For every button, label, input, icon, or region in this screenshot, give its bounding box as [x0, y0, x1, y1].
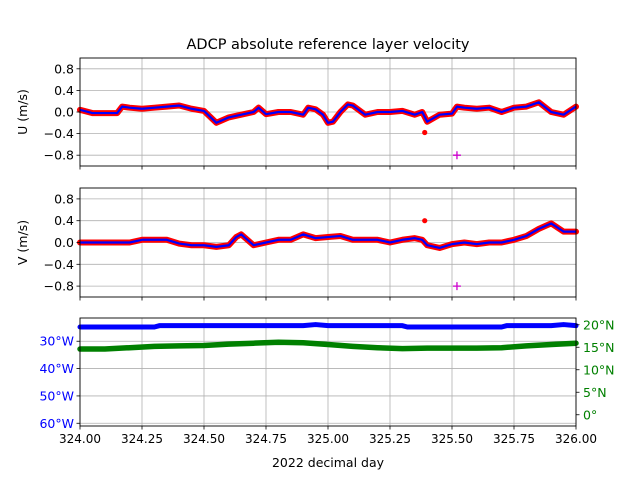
- v-y-ticks: −0.8 −0.4 0.0 0.4 0.8: [44, 191, 80, 294]
- u-y-ticks: −0.8 −0.4 0.0 0.4 0.8: [44, 61, 80, 163]
- chart-title: ADCP absolute reference layer velocity: [186, 37, 469, 53]
- position-y-tick-label: 60°W: [39, 416, 74, 431]
- position-series: [77, 322, 579, 352]
- u-y-tick-label: −0.8: [44, 148, 74, 163]
- x-tick-label: 324.50: [183, 432, 225, 446]
- u-y-tick-label: 0.4: [54, 83, 74, 98]
- position-y-tick-label: 40°W: [39, 361, 74, 376]
- x-tick-label: 325.00: [307, 432, 349, 446]
- v-velocity-panel: −0.8 −0.4 0.0 0.4 0.8 V (m/s): [15, 187, 579, 301]
- x-tick-label: 325.25: [369, 432, 411, 446]
- v-smoothed-line: [80, 222, 576, 250]
- u-y-axis-label: U (m/s): [15, 89, 30, 135]
- latitude-track: [77, 339, 579, 352]
- x-tick-label: 326.00: [555, 432, 597, 446]
- u-outlier-plus-marker: [452, 151, 461, 160]
- v-y-tick-label: 0.0: [54, 235, 74, 250]
- v-series: [77, 218, 579, 291]
- x-tick-label: 325.75: [493, 432, 535, 446]
- u-y-tick-label: −0.4: [44, 126, 74, 141]
- x-tick-label: 325.50: [431, 432, 473, 446]
- v-y-tick-label: 0.4: [54, 213, 74, 228]
- x-axis-label: 2022 decimal day: [272, 455, 385, 470]
- latitude-y-tick-label: 0°: [583, 407, 597, 422]
- v-y-tick-label: 0.8: [54, 191, 74, 206]
- v-y-tick-label: −0.8: [44, 279, 74, 294]
- day-x-ticks: 324.00 324.25 324.50 324.75 325.00 325.25 325.…: [59, 426, 597, 446]
- x-tick-label: 324.75: [245, 432, 287, 446]
- latitude-y-ticks: 20°N 15°N 10°N 5°N 0°: [576, 317, 615, 422]
- v-data-point: [422, 218, 428, 224]
- position-panel: 30°W 40°W 50°W 60°W 20°N 15°N 10°N 5°N 0° 324.0…: [39, 317, 614, 470]
- u-grid: [79, 58, 577, 166]
- latitude-y-tick-label: 10°N: [583, 362, 615, 377]
- x-tick-label: 324.25: [121, 432, 163, 446]
- v-y-axis-label: V (m/s): [15, 220, 30, 265]
- position-y-tick-label: 50°W: [39, 388, 74, 403]
- latitude-y-tick-label: 20°N: [583, 317, 615, 332]
- latitude-y-tick-label: 5°N: [583, 385, 607, 400]
- longitude-y-ticks: 30°W 40°W 50°W 60°W: [39, 334, 80, 431]
- u-y-tick-label: 0.0: [54, 105, 74, 120]
- u-data-point: [422, 129, 428, 136]
- position-grid: [79, 318, 577, 426]
- v-x-ticks: [79, 297, 577, 301]
- x-tick-label: 324.00: [59, 432, 101, 446]
- position-y-tick-label: 30°W: [39, 334, 74, 349]
- v-y-tick-label: −0.4: [44, 257, 74, 272]
- u-y-tick-label: 0.8: [54, 61, 74, 76]
- v-outlier-plus-marker: [452, 282, 461, 291]
- latitude-y-tick-label: 15°N: [583, 340, 615, 355]
- longitude-track: [77, 322, 579, 330]
- u-series: [77, 99, 579, 160]
- u-x-ticks: [79, 166, 577, 170]
- u-velocity-panel: −0.8 −0.4 0.0 0.4 0.8 U (m/s): [15, 57, 579, 170]
- u-smoothed-line: [79, 101, 577, 124]
